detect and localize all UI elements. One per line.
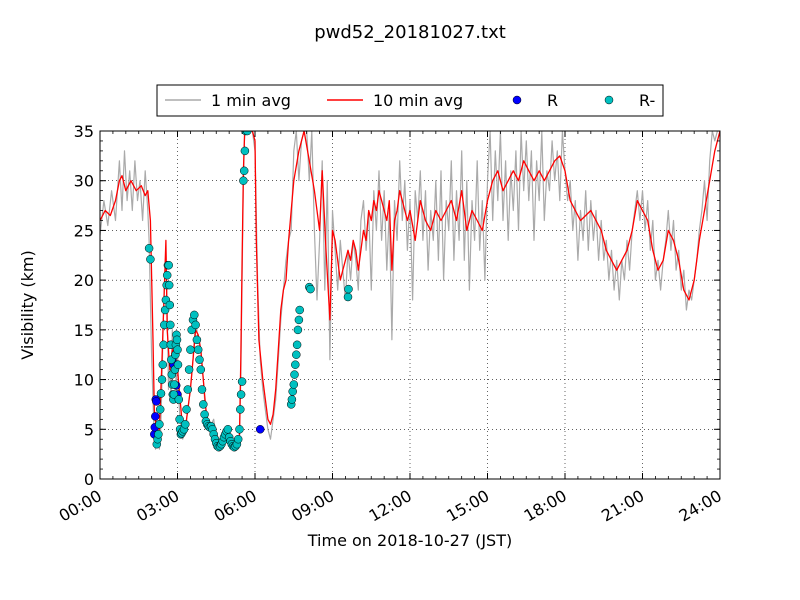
scatter-point-r-minus bbox=[164, 260, 173, 270]
scatter-point-r-minus bbox=[195, 355, 204, 364]
scatter-point-r-minus bbox=[236, 405, 245, 414]
legend-marker-r bbox=[512, 95, 522, 105]
scatter-point-r bbox=[151, 412, 160, 421]
scatter-point-r-minus bbox=[173, 345, 182, 354]
y-tick-label: 10 bbox=[74, 371, 94, 390]
legend-box bbox=[156, 84, 664, 117]
scatter-point-r-minus bbox=[175, 415, 184, 424]
scatter-point-r-minus bbox=[295, 305, 304, 315]
scatter-point-r-minus bbox=[200, 410, 209, 419]
series-points bbox=[144, 131, 353, 452]
scatter-point-r-minus bbox=[146, 255, 155, 264]
scatter-point-r-minus bbox=[162, 270, 172, 280]
scatter-point-r-minus bbox=[291, 360, 300, 369]
y-tick-label: 5 bbox=[84, 420, 94, 439]
y-tick-label: 25 bbox=[74, 221, 94, 240]
grid-lines bbox=[100, 131, 720, 479]
scatter-point-r-minus bbox=[155, 405, 165, 414]
scatter-point-r-minus bbox=[288, 387, 297, 396]
scatter-point-r-minus bbox=[193, 345, 203, 354]
y-axis: 0 5 10 15 20 25 30 35 bbox=[74, 122, 720, 489]
scatter-point-r-minus bbox=[239, 166, 249, 176]
legend-marker-r-minus bbox=[604, 95, 614, 105]
scatter-point-r-minus bbox=[289, 380, 299, 389]
y-tick-label: 30 bbox=[74, 172, 94, 191]
scatter-point-r bbox=[255, 425, 265, 434]
scatter-point-r bbox=[152, 397, 161, 406]
scatter-point-r-minus bbox=[235, 425, 244, 434]
scatter-point-r-minus bbox=[196, 365, 206, 374]
scatter-point-r-minus bbox=[293, 325, 303, 335]
scatter-point-r-minus bbox=[183, 385, 193, 394]
scatter-point-r-minus bbox=[158, 360, 168, 369]
scatter-point-r-minus bbox=[240, 146, 250, 156]
scatter-point-r-minus bbox=[343, 292, 353, 302]
scatter-point-r-minus bbox=[243, 131, 252, 136]
scatter-point-r-minus bbox=[144, 244, 154, 253]
scatter-point-r-minus bbox=[184, 365, 194, 374]
scatter-point-r-minus bbox=[306, 284, 315, 294]
scatter-point-r-minus bbox=[294, 315, 304, 325]
scatter-point-r-minus bbox=[182, 405, 191, 414]
chart-title: pwd52_20181027.txt bbox=[314, 22, 506, 43]
scatter-point-r-minus bbox=[157, 375, 167, 384]
scatter-point-r-minus bbox=[223, 425, 233, 434]
scatter-point-r-minus bbox=[233, 434, 243, 444]
scatter-point-r-minus bbox=[290, 370, 299, 379]
scatter-point-r-minus bbox=[159, 340, 168, 350]
scatter-point-r-minus bbox=[292, 340, 302, 350]
legend-label-r-minus: R- bbox=[639, 91, 655, 110]
legend: 1 min avg 10 min avg R R- bbox=[156, 84, 664, 117]
scatter-point-r-minus bbox=[165, 300, 175, 310]
scatter-point-r-minus bbox=[156, 389, 166, 398]
scatter-point-r-minus bbox=[191, 320, 200, 330]
scatter-point-r-minus bbox=[192, 335, 202, 345]
y-tick-label: 0 bbox=[84, 470, 94, 489]
scatter-point-r-minus bbox=[172, 335, 182, 345]
plot-clip bbox=[100, 131, 720, 452]
scatter-point-r-minus bbox=[154, 430, 163, 439]
scatter-point-r-minus bbox=[237, 377, 247, 386]
y-tick-label: 20 bbox=[74, 271, 94, 290]
scatter-point-r-minus bbox=[199, 400, 208, 409]
scatter-point-r-minus bbox=[174, 395, 184, 404]
scatter-point-r-minus bbox=[186, 345, 195, 354]
scatter-point-r-minus bbox=[292, 350, 301, 359]
scatter-point-r-minus bbox=[236, 390, 246, 399]
scatter-point-r-minus bbox=[173, 360, 183, 369]
scatter-point-r-minus bbox=[287, 395, 297, 404]
scatter-point-r-minus bbox=[197, 385, 207, 394]
scatter-point-r-minus bbox=[190, 310, 199, 320]
scatter-point-r-minus bbox=[344, 284, 353, 294]
legend-label-r: R bbox=[547, 91, 558, 110]
scatter-point-r-minus bbox=[170, 380, 179, 389]
y-axis-label: Visibility (km) bbox=[18, 250, 37, 359]
y-tick-label: 15 bbox=[74, 321, 94, 340]
scatter-point-r-minus bbox=[239, 176, 248, 185]
scatter-point-r-minus bbox=[164, 280, 174, 290]
y-tick-label: 35 bbox=[74, 122, 94, 141]
scatter-point-r-minus bbox=[181, 420, 190, 429]
scatter-point-r-minus bbox=[166, 320, 175, 330]
scatter-point-r-minus bbox=[155, 420, 164, 429]
legend-label-10min: 10 min avg bbox=[373, 91, 463, 110]
x-axis-label: Time on 2018-10-27 (JST) bbox=[307, 531, 512, 550]
legend-label-1min: 1 min avg bbox=[211, 91, 291, 110]
